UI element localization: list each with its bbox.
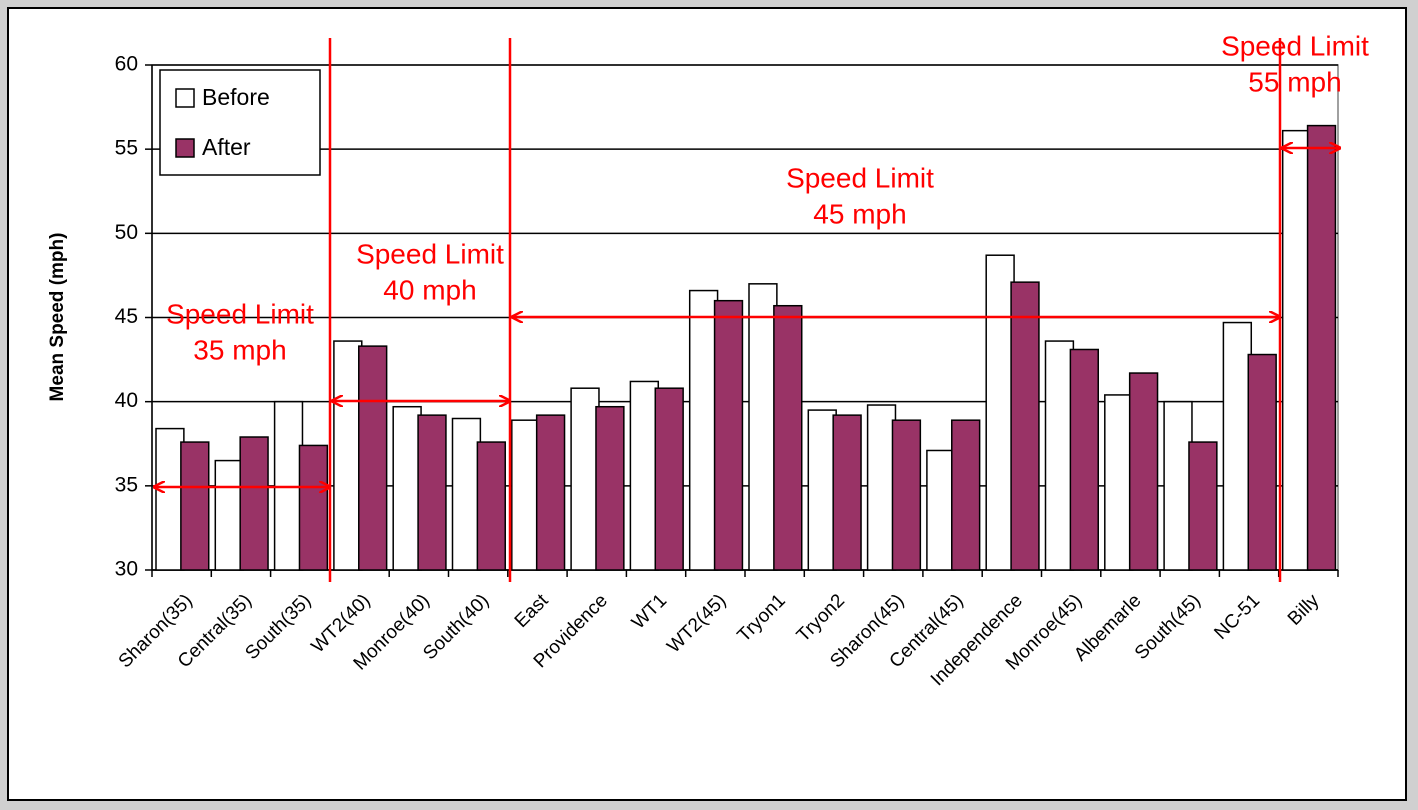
bar [535, 414, 566, 571]
bar [298, 444, 329, 571]
bar [1281, 129, 1312, 571]
bar [155, 427, 185, 571]
bar [807, 409, 837, 571]
bar [951, 419, 981, 571]
bar [985, 254, 1015, 571]
bar [239, 436, 269, 571]
bar [629, 380, 660, 571]
annotation: Speed Limit [1221, 30, 1369, 61]
bar [570, 387, 600, 571]
bar [333, 340, 363, 571]
bar [358, 345, 388, 571]
bar [926, 449, 956, 571]
bar [866, 404, 897, 571]
y-tick-label: 30 [115, 558, 138, 581]
y-tick-label: 35 [115, 473, 138, 496]
bar [1104, 394, 1134, 571]
bar [1188, 441, 1218, 571]
bar [654, 387, 684, 571]
bar [748, 283, 778, 571]
legend-label: After [202, 134, 251, 160]
bar [214, 459, 244, 571]
y-tick-label: 60 [115, 53, 138, 76]
bar [595, 405, 625, 571]
annotation: Speed Limit [786, 162, 934, 193]
y-axis-label: Mean Speed (mph) [47, 233, 68, 402]
bar [1044, 340, 1075, 571]
annotation: 35 mph [193, 334, 286, 365]
bar [511, 419, 541, 571]
annotation: 45 mph [813, 198, 906, 229]
bar [1247, 353, 1277, 571]
bar [180, 441, 210, 571]
legend-swatch [175, 88, 195, 108]
legend-label: Before [202, 84, 270, 110]
bar [688, 289, 719, 571]
bar [476, 441, 506, 571]
y-tick-label: 55 [115, 137, 138, 160]
bar [392, 405, 422, 571]
bar [1306, 124, 1337, 571]
bar [1128, 372, 1159, 571]
bar [1163, 400, 1193, 571]
bar [713, 299, 744, 571]
annotation: 40 mph [383, 274, 476, 305]
bar [773, 304, 803, 571]
bar [1069, 348, 1099, 571]
y-tick-label: 40 [115, 389, 138, 412]
bar [417, 414, 447, 571]
annotation: Speed Limit [166, 298, 314, 329]
bar [1222, 321, 1253, 571]
bar [891, 419, 922, 571]
bar [1010, 281, 1040, 571]
bar [832, 414, 862, 571]
annotation: 55 mph [1248, 66, 1341, 97]
bar [451, 417, 482, 571]
y-tick-label: 45 [115, 305, 138, 328]
legend-swatch [175, 138, 195, 158]
annotation: Speed Limit [356, 238, 504, 269]
y-tick-label: 50 [115, 221, 138, 244]
